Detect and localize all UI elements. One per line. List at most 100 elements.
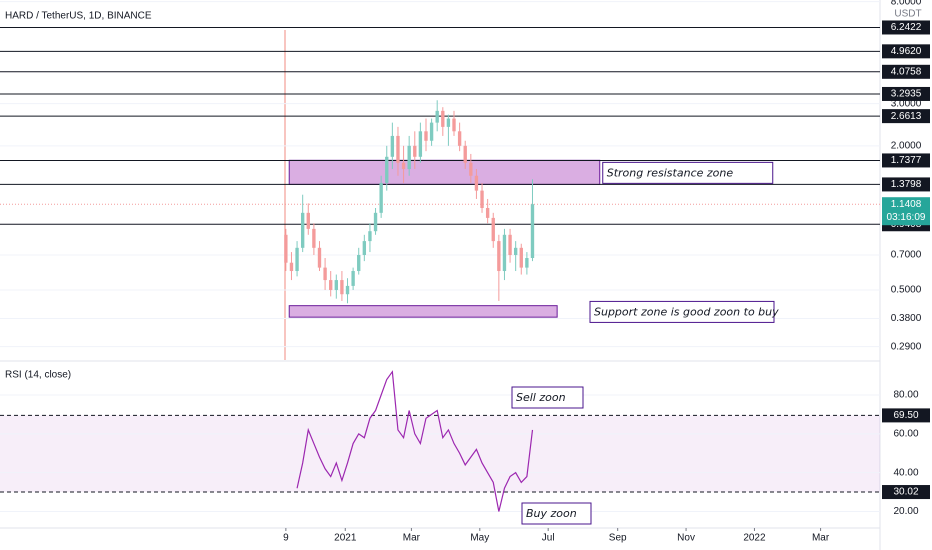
x-tick-label: Mar — [403, 533, 421, 544]
candle-body — [340, 280, 344, 295]
level-label-box — [882, 485, 930, 500]
candle-body — [480, 190, 484, 208]
candle-body — [357, 254, 361, 272]
rsi-band — [0, 415, 880, 493]
level-label-box — [882, 153, 930, 168]
level-label: 2.6613 — [891, 111, 922, 122]
level-label: 1.7377 — [891, 155, 922, 166]
level-label: 6.2422 — [891, 22, 922, 33]
rsi-line — [296, 370, 534, 512]
candle-body — [446, 118, 451, 127]
y-tick-label: 0.5000 — [891, 285, 922, 296]
candle-body — [441, 110, 445, 127]
y-tick-label: 60.00 — [893, 428, 918, 439]
candle-body — [497, 241, 501, 272]
candle-body — [418, 131, 423, 157]
countdown: 03:16:09 — [887, 212, 926, 223]
candle-body — [379, 182, 383, 213]
candle-body — [362, 241, 367, 255]
candle-body — [317, 247, 322, 268]
annotation: Strong resistance zone — [607, 166, 734, 179]
rsi-title: RSI (14, close) — [5, 370, 71, 381]
candle-body — [390, 135, 395, 157]
candle-body — [519, 247, 523, 268]
y-tick-label: 80.00 — [893, 390, 918, 401]
annotation-box — [521, 502, 592, 525]
x-tick-label: May — [470, 533, 489, 544]
level-label: 1.3798 — [891, 179, 922, 190]
candle-body — [513, 247, 518, 255]
x-tick-label: 9 — [283, 533, 289, 544]
candle-body — [457, 131, 462, 146]
y-tick-label: 0.2900 — [891, 341, 922, 352]
candle-body — [312, 228, 316, 248]
level-label-box — [882, 86, 930, 101]
candle-body — [502, 234, 507, 272]
level-label-box — [882, 408, 930, 423]
candle-body — [407, 145, 411, 170]
candle-body — [474, 175, 479, 191]
candle-body — [452, 118, 456, 132]
candle-body — [385, 156, 389, 183]
annotation-box — [589, 300, 775, 323]
candle-body — [413, 145, 417, 157]
candle-body — [396, 135, 400, 163]
zone — [288, 305, 558, 318]
y-tick-label: 20.00 — [893, 506, 918, 517]
candle-body — [334, 280, 338, 290]
x-tick-label: Mar — [812, 533, 830, 544]
x-tick-label: Sep — [609, 533, 627, 544]
x-tick-label: Nov — [677, 533, 695, 544]
annotation-box — [602, 161, 774, 184]
candle-body — [435, 110, 439, 123]
x-tick-label: 2022 — [743, 533, 766, 544]
candle-body — [525, 258, 529, 268]
y-tick-label: 40.00 — [893, 467, 918, 478]
candle-body — [485, 207, 490, 218]
candle-body — [295, 247, 299, 272]
candle-body — [351, 271, 355, 286]
candle-body — [469, 162, 473, 176]
x-tick-label: 2021 — [334, 533, 357, 544]
level-label-box — [882, 177, 930, 192]
candle-body — [329, 280, 333, 290]
candle-body — [508, 234, 512, 255]
level-label: 30.02 — [893, 487, 918, 498]
candle-body — [323, 267, 327, 281]
level-label: 4.0758 — [891, 66, 922, 77]
level-label: 69.50 — [893, 410, 918, 421]
candle-body — [300, 212, 305, 248]
y-tick-label: 0.7000 — [891, 250, 922, 261]
candle-body — [463, 145, 467, 163]
level-label: 4.9620 — [891, 46, 922, 57]
level-label-box — [882, 109, 930, 124]
candle-body — [284, 234, 288, 263]
candle-body — [306, 212, 310, 229]
annotation: Support zone is good zoon to buy — [594, 305, 779, 318]
candle-body — [401, 162, 406, 170]
chart-title: HARD / TetherUS, 1D, BINANCE — [5, 11, 152, 22]
y-tick-label: 3.0000 — [891, 98, 922, 109]
candle-body — [424, 131, 428, 141]
candle-body — [429, 122, 434, 141]
annotation: Sell zoon — [516, 391, 566, 404]
candle-body — [491, 217, 495, 242]
y-tick-label: 8.0000 — [891, 0, 922, 7]
last-price-box — [882, 197, 930, 226]
candle-body — [345, 285, 350, 295]
candle-body — [530, 204, 535, 259]
x-tick-label: Jul — [542, 533, 555, 544]
unit-label: USDT — [894, 9, 921, 20]
last-price-label: 1.1408 — [891, 199, 922, 210]
candle-body — [373, 212, 378, 232]
level-label-box — [882, 44, 930, 59]
annotation-box — [511, 386, 584, 409]
y-tick-label: 0.3800 — [891, 313, 922, 324]
y-tick-label: 2.0000 — [891, 140, 922, 151]
level-label: 3.2935 — [891, 89, 922, 100]
level-label-box — [882, 64, 930, 79]
candle-body — [368, 231, 372, 242]
level-label-box — [882, 20, 930, 35]
